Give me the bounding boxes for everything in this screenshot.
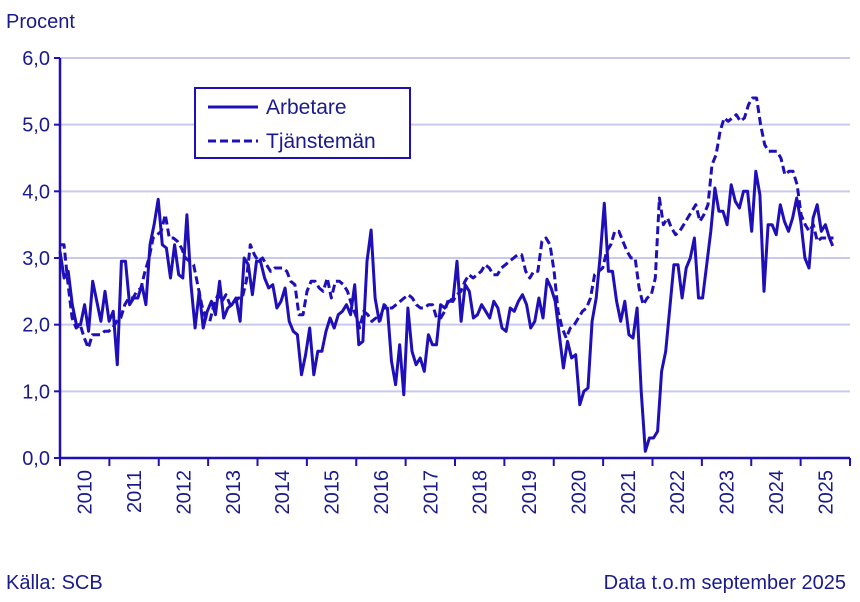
y-tick-label: 6,0 [22,48,50,70]
source-note: Källa: SCB [6,572,103,594]
x-tick-label: 2025 [815,470,837,515]
x-tick-label: 2014 [272,470,294,515]
x-tick-label: 2018 [470,470,492,515]
data-period-note: Data t.o.m september 2025 [603,572,846,594]
x-axis: 2010 2011 2012 2013 2014 2015 2016 2017 2018 2019… [59,456,851,515]
series-line-tjanstemann [60,96,835,350]
series-lines [58,96,835,453]
legend-label-arbetare: Arbetare [266,96,347,119]
gridlines [60,57,850,393]
x-tick-label: 2017 [420,470,442,515]
x-tick-label: 2016 [371,470,393,515]
y-tick-label: 5,0 [22,115,50,137]
y-tick-label: 1,0 [22,381,50,403]
y-tick-label: 0,0 [22,448,50,470]
x-tick-label: 2023 [717,470,739,515]
legend-label-tjanstemann: Tjänstemän [266,130,376,153]
y-tick-label: 3,0 [22,248,50,270]
x-tick-label: 2012 [173,470,195,515]
y-axis-label: Procent [6,11,75,33]
x-tick-label: 2022 [667,470,689,515]
y-tick-label: 4,0 [22,181,50,203]
y-axis: 0,0 1,0 2,0 3,0 4,0 5,0 6,0 [22,48,62,470]
series-line-arbetare [58,169,834,453]
x-tick-label: 2011 [124,470,146,513]
x-tick-label: 2020 [568,470,590,515]
x-tick-label: 2024 [766,470,788,515]
x-tick-label: 2015 [322,470,344,515]
x-tick-label: 2021 [618,470,640,515]
legend: Arbetare Tjänstemän [194,87,411,159]
y-tick-label: 2,0 [22,315,50,337]
x-tick-label: 2010 [75,470,97,515]
x-tick-label: 2019 [519,470,541,515]
x-tick-label: 2013 [223,470,245,515]
